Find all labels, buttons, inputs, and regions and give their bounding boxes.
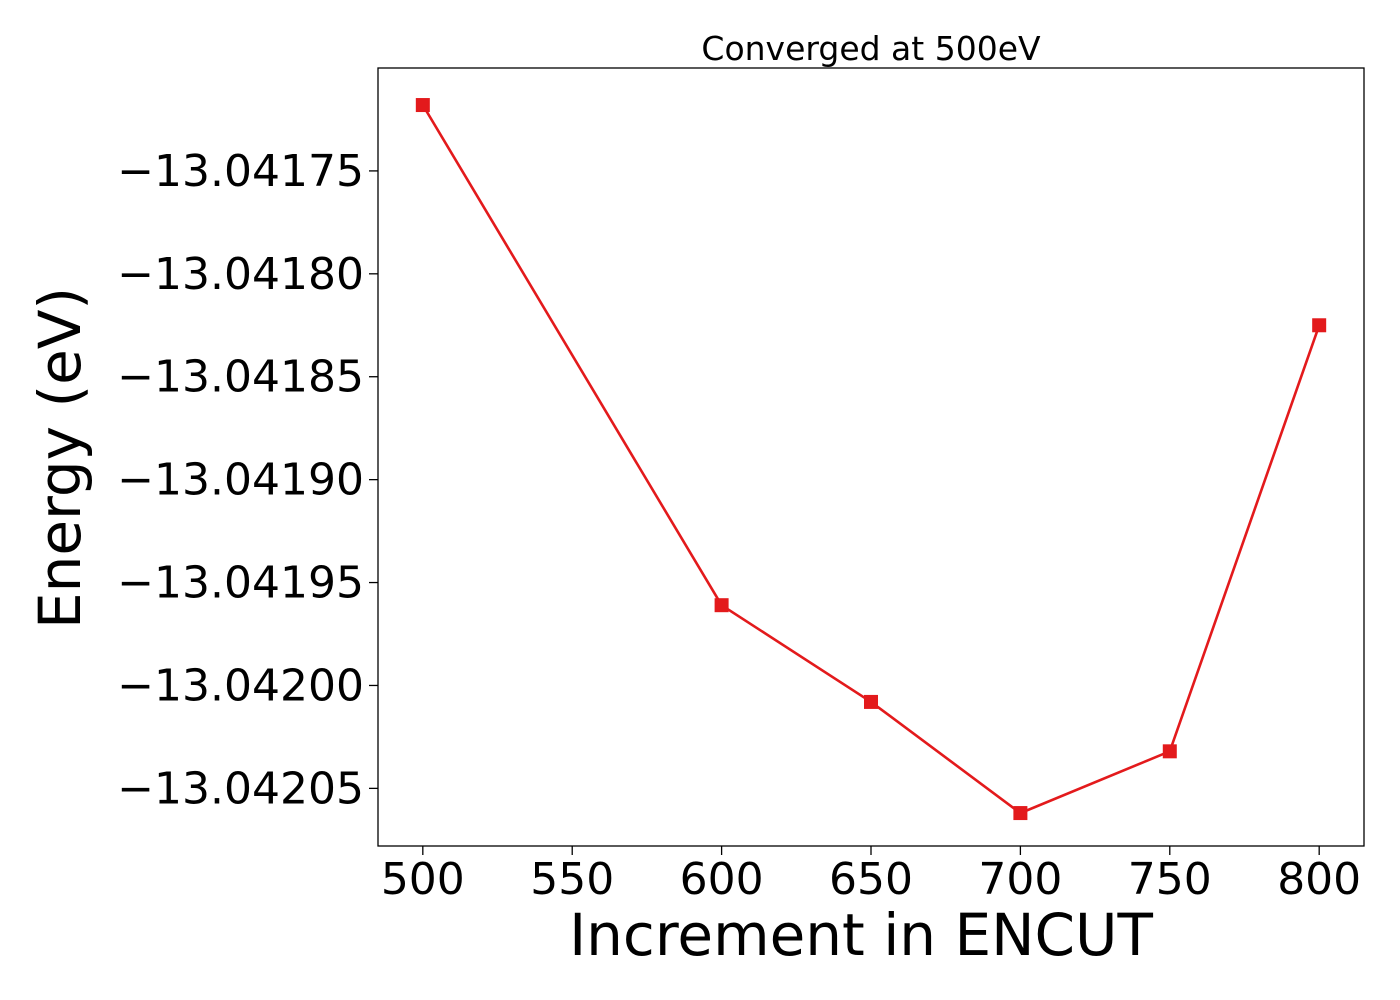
- data-point-marker: [1162, 744, 1177, 759]
- data-point-marker: [714, 598, 729, 613]
- series-layer: [415, 98, 1327, 821]
- data-point-marker: [415, 98, 430, 113]
- x-tick-label: 700: [978, 854, 1062, 905]
- plot-area-frame: [377, 67, 1365, 847]
- x-tick-label: 500: [381, 854, 465, 905]
- series-line: [421, 104, 1321, 815]
- x-axis-label: Increment in ENCUT: [569, 901, 1153, 969]
- data-point-marker: [1013, 806, 1028, 821]
- data-point-marker: [1312, 318, 1327, 333]
- y-tick-label: −13.04175: [117, 146, 364, 197]
- y-axis-ticks: −13.04175 −13.04180 −13.04185 −13.04190 −13.…: [117, 146, 378, 814]
- y-tick-label: −13.04180: [117, 249, 364, 300]
- y-tick-label: −13.04190: [117, 455, 364, 506]
- x-tick-label: 550: [530, 854, 614, 905]
- y-tick-label: −13.04205: [117, 763, 364, 814]
- data-point-marker: [864, 694, 878, 709]
- y-tick-label: −13.04185: [117, 352, 364, 403]
- x-tick-label: 800: [1277, 854, 1361, 905]
- y-tick-label: −13.04200: [117, 660, 364, 711]
- x-axis-ticks: 500 550 600 650 700 750 800: [381, 846, 1361, 905]
- y-tick-label: −13.04195: [117, 558, 364, 609]
- x-tick-label: 600: [680, 854, 764, 905]
- chart-title: Converged at 500eV: [701, 29, 1041, 68]
- y-axis-label: Energy (eV): [26, 287, 94, 629]
- x-tick-label: 750: [1128, 854, 1212, 905]
- x-tick-label: 650: [829, 854, 913, 905]
